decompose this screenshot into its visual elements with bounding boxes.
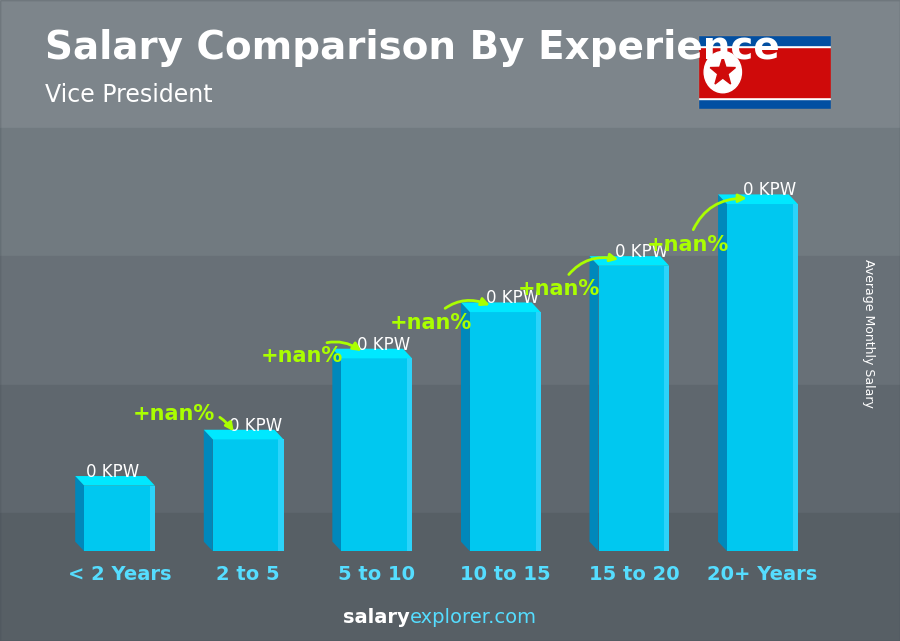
Bar	[664, 266, 670, 551]
Text: +nan%: +nan%	[390, 299, 487, 333]
Polygon shape	[461, 303, 470, 551]
Bar	[727, 204, 797, 551]
Text: explorer.com: explorer.com	[410, 608, 536, 627]
Text: 0 KPW: 0 KPW	[86, 463, 140, 481]
Circle shape	[704, 51, 742, 93]
Text: +nan%: +nan%	[518, 254, 616, 299]
Text: salary: salary	[343, 608, 410, 627]
Text: 0 KPW: 0 KPW	[229, 417, 282, 435]
Polygon shape	[332, 349, 412, 358]
Polygon shape	[718, 194, 797, 204]
Text: Average Monthly Salary: Average Monthly Salary	[862, 259, 875, 408]
Text: 0 KPW: 0 KPW	[743, 181, 796, 199]
Polygon shape	[590, 256, 598, 551]
Bar	[85, 486, 155, 551]
Text: 0 KPW: 0 KPW	[486, 290, 539, 308]
Bar	[793, 204, 797, 551]
Polygon shape	[461, 303, 541, 312]
Bar	[470, 312, 541, 551]
Bar	[149, 486, 155, 551]
Text: +nan%: +nan%	[647, 195, 743, 255]
Text: Vice President: Vice President	[45, 83, 212, 107]
Bar	[698, 97, 831, 99]
Bar	[536, 312, 541, 551]
Polygon shape	[590, 256, 670, 266]
Bar	[698, 45, 831, 47]
Bar	[278, 439, 284, 551]
Bar	[598, 266, 670, 551]
Polygon shape	[203, 429, 284, 439]
Polygon shape	[76, 476, 85, 551]
Text: Salary Comparison By Experience: Salary Comparison By Experience	[45, 29, 779, 67]
Bar	[407, 358, 412, 551]
Text: 0 KPW: 0 KPW	[615, 243, 668, 261]
Polygon shape	[332, 349, 341, 551]
Bar	[698, 35, 831, 45]
Text: +nan%: +nan%	[261, 342, 359, 366]
Bar	[212, 439, 284, 551]
Polygon shape	[203, 429, 212, 551]
Bar	[698, 99, 831, 109]
Bar	[698, 47, 831, 97]
Polygon shape	[718, 194, 727, 551]
Bar	[341, 358, 412, 551]
Text: 0 KPW: 0 KPW	[357, 336, 410, 354]
Polygon shape	[76, 476, 155, 486]
Polygon shape	[710, 58, 735, 84]
Text: +nan%: +nan%	[132, 404, 232, 429]
